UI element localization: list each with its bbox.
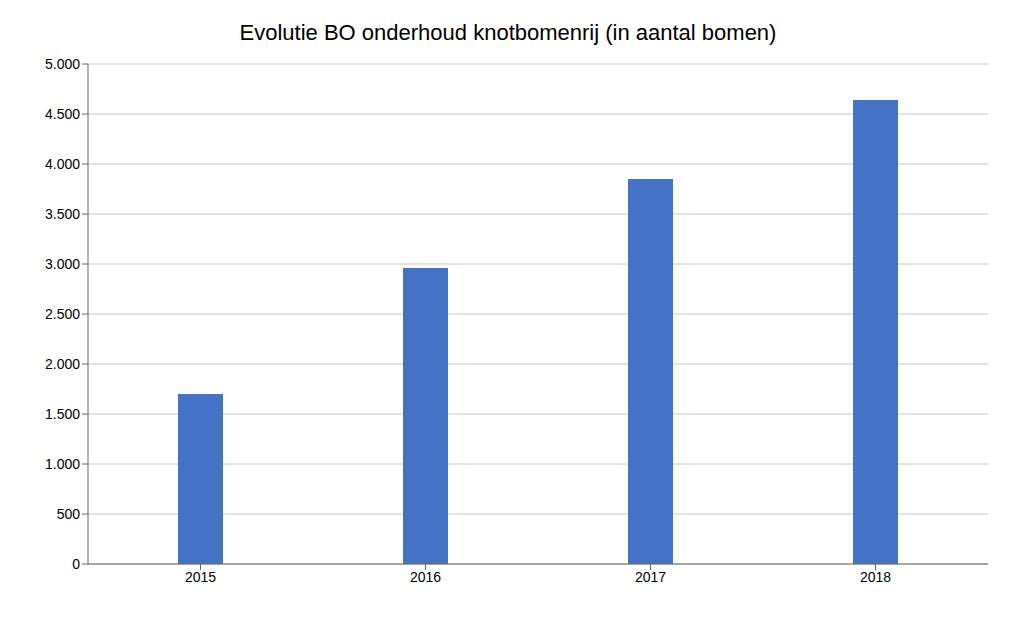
svg-text:2015: 2015 bbox=[185, 569, 216, 585]
svg-text:3.000: 3.000 bbox=[45, 256, 80, 272]
svg-text:2.000: 2.000 bbox=[45, 356, 80, 372]
svg-text:2016: 2016 bbox=[410, 569, 441, 585]
svg-text:0: 0 bbox=[72, 556, 80, 572]
svg-text:2017: 2017 bbox=[635, 569, 666, 585]
svg-text:2.500: 2.500 bbox=[45, 306, 80, 322]
html-text:Evolutie BO onderhoud knotbome: Evolutie BO onderhoud knotbomenrij (in a… bbox=[239, 20, 777, 45]
svg-text:500: 500 bbox=[57, 506, 81, 522]
svg-text:4.000: 4.000 bbox=[45, 156, 80, 172]
svg-text:1.500: 1.500 bbox=[45, 406, 80, 422]
svg-text:4.500: 4.500 bbox=[45, 106, 80, 122]
svg-text:5.000: 5.000 bbox=[45, 56, 80, 72]
svg-text:3.500: 3.500 bbox=[45, 206, 80, 222]
svg-text:1.000: 1.000 bbox=[45, 456, 80, 472]
svg-text:2018: 2018 bbox=[860, 569, 891, 585]
